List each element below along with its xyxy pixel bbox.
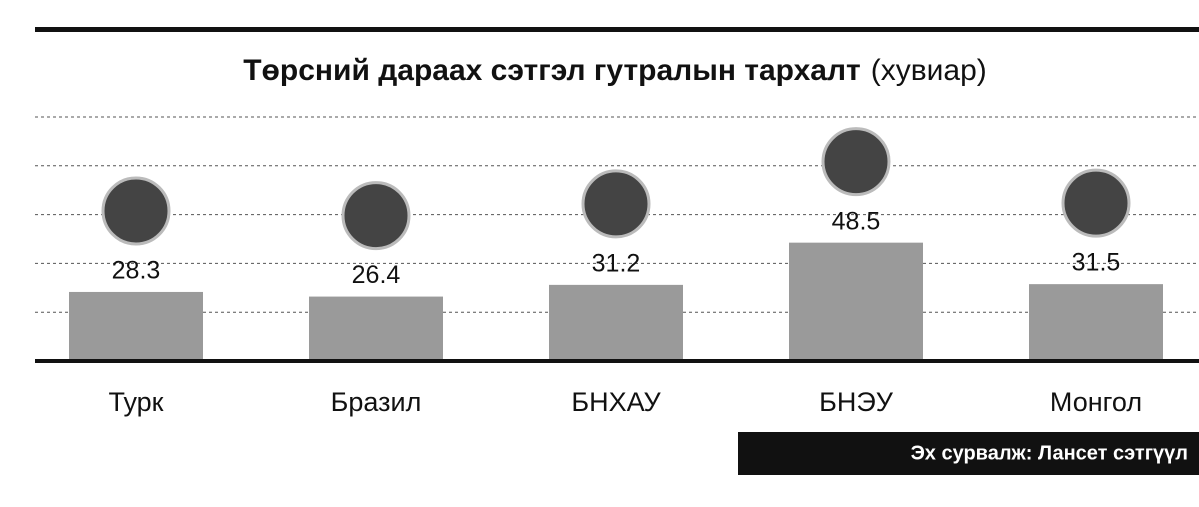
chart-title-group: Төрсний дараах сэтгэл гутралын тархалт (х…	[243, 54, 987, 87]
value-label: 28.3	[112, 257, 161, 285]
chart-subtitle: (хувиар)	[871, 54, 987, 87]
bar	[69, 291, 203, 361]
source-box	[738, 432, 1199, 475]
flag-icon	[581, 169, 651, 239]
value-label: 31.2	[592, 249, 641, 277]
bar	[549, 284, 683, 361]
bar	[309, 296, 443, 361]
bar	[789, 242, 923, 361]
bar	[1029, 284, 1163, 361]
value-label: 26.4	[352, 261, 401, 289]
flag-icon	[1061, 168, 1131, 238]
value-label: 48.5	[832, 207, 881, 235]
chart-title: Төрсний дараах сэтгэл гутралын тархалт	[243, 54, 861, 87]
baseline	[35, 359, 1199, 363]
x-tick-label: БНЭУ	[819, 387, 894, 417]
flag-icon	[101, 176, 171, 246]
flag-icon	[341, 181, 411, 251]
x-tick-label: БНХАУ	[571, 387, 661, 417]
x-tick-label: Монгол	[1050, 387, 1142, 417]
value-label: 31.5	[1072, 249, 1121, 277]
flag-icon	[821, 127, 891, 197]
x-tick-label: Турк	[108, 387, 163, 417]
top-rule	[35, 27, 1199, 32]
x-tick-label: Бразил	[331, 387, 422, 417]
source: Эх сурвалж: Лансет сэтгүүл	[911, 442, 1188, 464]
